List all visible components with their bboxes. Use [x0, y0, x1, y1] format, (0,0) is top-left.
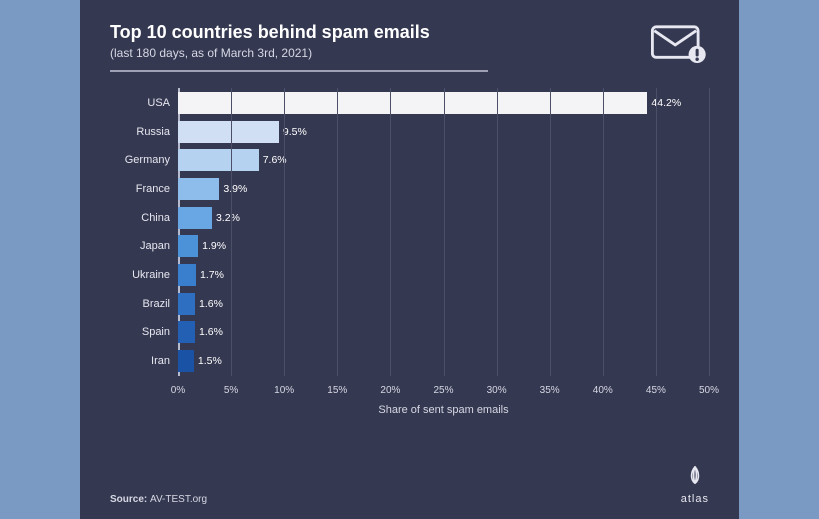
bar	[178, 350, 194, 372]
x-tick-label: 5%	[224, 385, 238, 396]
value-label: 1.9%	[202, 240, 226, 252]
chart-title: Top 10 countries behind spam emails	[110, 22, 635, 43]
category-label: Iran	[106, 355, 170, 367]
plot-region: USA44.2%Russia9.5%Germany7.6%France3.9%C…	[178, 88, 709, 376]
grid-line	[550, 88, 551, 376]
grid-line	[603, 88, 604, 376]
x-tick-label: 0%	[171, 385, 185, 396]
brand-block: atlas	[681, 464, 709, 505]
bar	[178, 121, 279, 143]
bar	[178, 207, 212, 229]
category-label: Ukraine	[106, 269, 170, 281]
category-label: USA	[106, 97, 170, 109]
x-tick-label: 45%	[646, 385, 666, 396]
value-label: 1.7%	[200, 269, 224, 281]
category-label: Japan	[106, 240, 170, 252]
chart-area: USA44.2%Russia9.5%Germany7.6%France3.9%C…	[110, 88, 709, 418]
bar	[178, 92, 647, 114]
grid-line	[444, 88, 445, 376]
value-label: 1.6%	[199, 298, 223, 310]
x-ticks: 0%5%10%15%20%25%30%35%40%45%50%	[178, 380, 709, 396]
title-block: Top 10 countries behind spam emails (las…	[110, 22, 635, 72]
grid-line	[231, 88, 232, 376]
bar	[178, 235, 198, 257]
x-tick-label: 10%	[274, 385, 294, 396]
title-rule	[110, 70, 488, 72]
bar	[178, 178, 219, 200]
source-name: AV-TEST.org	[150, 494, 207, 505]
value-label: 1.6%	[199, 326, 223, 338]
x-tick-label: 35%	[540, 385, 560, 396]
source-text: Source: AV-TEST.org	[110, 494, 207, 505]
category-label: Russia	[106, 126, 170, 138]
grid-line	[337, 88, 338, 376]
grid-line	[284, 88, 285, 376]
bar	[178, 293, 195, 315]
value-label: 1.5%	[198, 355, 222, 367]
value-label: 3.9%	[223, 183, 247, 195]
category-label: Brazil	[106, 298, 170, 310]
mail-alert-icon	[651, 24, 709, 64]
x-tick-label: 40%	[593, 385, 613, 396]
category-label: Spain	[106, 326, 170, 338]
category-label: Germany	[106, 154, 170, 166]
footer: Source: AV-TEST.org atlas	[110, 464, 709, 505]
x-tick-label: 20%	[380, 385, 400, 396]
grid-line	[709, 88, 710, 376]
grid-line	[497, 88, 498, 376]
value-label: 7.6%	[263, 154, 287, 166]
chart-subtitle: (last 180 days, as of March 3rd, 2021)	[110, 46, 635, 60]
value-label: 3.2%	[216, 212, 240, 224]
x-axis-label: Share of sent spam emails	[178, 404, 709, 416]
bar	[178, 264, 196, 286]
x-tick-label: 30%	[487, 385, 507, 396]
grid-line	[390, 88, 391, 376]
category-label: China	[106, 212, 170, 224]
header: Top 10 countries behind spam emails (las…	[110, 22, 709, 72]
x-tick-label: 50%	[699, 385, 719, 396]
bar	[178, 321, 195, 343]
grid-line	[656, 88, 657, 376]
brand-name: atlas	[681, 493, 709, 505]
category-label: France	[106, 183, 170, 195]
x-tick-label: 15%	[327, 385, 347, 396]
value-label: 9.5%	[283, 126, 307, 138]
bar	[178, 149, 259, 171]
atlas-logo-icon	[684, 464, 706, 491]
chart-card: Top 10 countries behind spam emails (las…	[80, 0, 739, 519]
source-prefix: Source:	[110, 494, 150, 505]
x-tick-label: 25%	[433, 385, 453, 396]
